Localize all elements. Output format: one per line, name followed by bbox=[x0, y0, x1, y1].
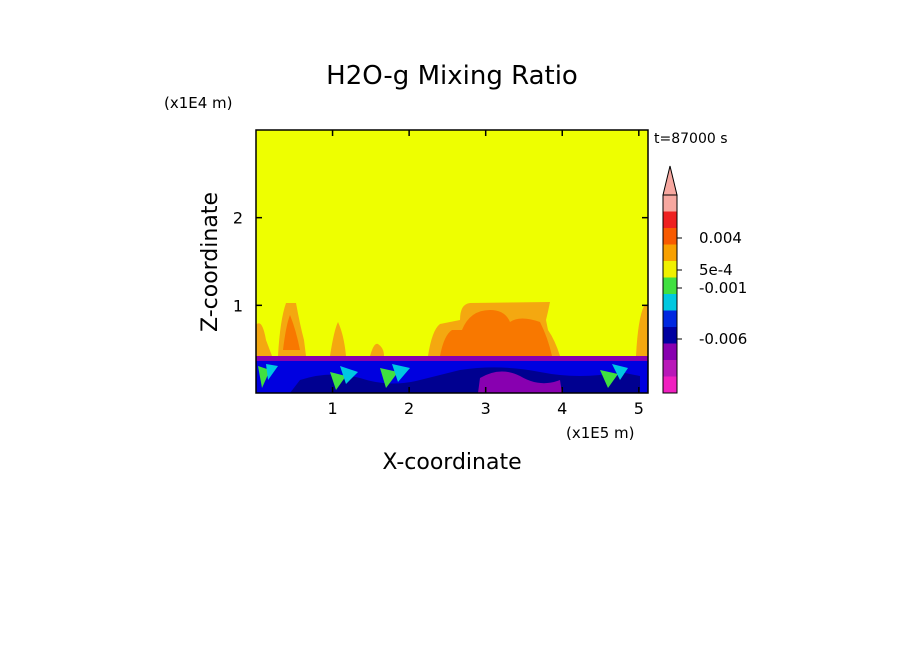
colorbar-segment bbox=[663, 261, 677, 278]
y-axis-label: Z-coordinate bbox=[198, 192, 223, 332]
colorbar-segment bbox=[663, 195, 677, 212]
moist-plumes bbox=[256, 302, 648, 356]
y-tick-label: 2 bbox=[233, 209, 243, 228]
colorbar-tick-label: 5e-4 bbox=[699, 261, 733, 279]
colorbar-frame bbox=[662, 194, 678, 394]
time-label: t=87000 s bbox=[654, 131, 728, 147]
plume-edge bbox=[256, 323, 272, 356]
plot-frame bbox=[255, 129, 649, 394]
x-axis: 1 2 3 4 5 bbox=[327, 130, 644, 418]
boundary-layer bbox=[256, 361, 648, 393]
x-axis-label: X-coordinate bbox=[382, 450, 521, 475]
x-tick-label: 5 bbox=[634, 399, 644, 418]
plot-area bbox=[255, 129, 649, 394]
colorbar-tick-label: 0.004 bbox=[699, 229, 742, 247]
x-tick-label: 2 bbox=[404, 399, 414, 418]
plume-edge bbox=[636, 306, 648, 356]
boundary-layer-purple bbox=[478, 371, 562, 393]
inversion-line bbox=[256, 356, 648, 361]
colorbar-segment bbox=[663, 277, 677, 294]
colorbar: 0.004 5e-4-0.001 -0.006 bbox=[662, 165, 747, 394]
x-tick-label: 3 bbox=[481, 399, 491, 418]
colorbar-segment bbox=[663, 343, 677, 360]
colorbar-segment bbox=[663, 376, 677, 393]
colorbar-segment bbox=[663, 310, 677, 327]
colorbar-segment bbox=[663, 327, 677, 344]
plume-core bbox=[440, 310, 552, 356]
plume-edge bbox=[330, 322, 346, 356]
colorbar-segment bbox=[663, 294, 677, 311]
colorbar-segment bbox=[663, 360, 677, 377]
colorbar-segment bbox=[663, 211, 677, 228]
y-axis: 12 bbox=[233, 209, 648, 315]
plume-core bbox=[283, 315, 300, 350]
chart-title: H2O-g Mixing Ratio bbox=[326, 61, 578, 91]
y-unit-label: (x1E4 m) bbox=[164, 94, 233, 112]
x-tick-label: 1 bbox=[327, 399, 337, 418]
colorbar-segment bbox=[663, 244, 677, 261]
colorbar-tick-label: -0.001 bbox=[699, 279, 747, 297]
x-tick-label: 4 bbox=[557, 399, 567, 418]
colorbar-tick-label: -0.006 bbox=[699, 330, 747, 348]
x-unit-label: (x1E5 m) bbox=[566, 424, 635, 442]
y-tick-label: 1 bbox=[233, 296, 243, 315]
plume-edge bbox=[370, 343, 384, 356]
colorbar-arrow bbox=[662, 165, 678, 196]
colorbar-segment bbox=[663, 228, 677, 245]
